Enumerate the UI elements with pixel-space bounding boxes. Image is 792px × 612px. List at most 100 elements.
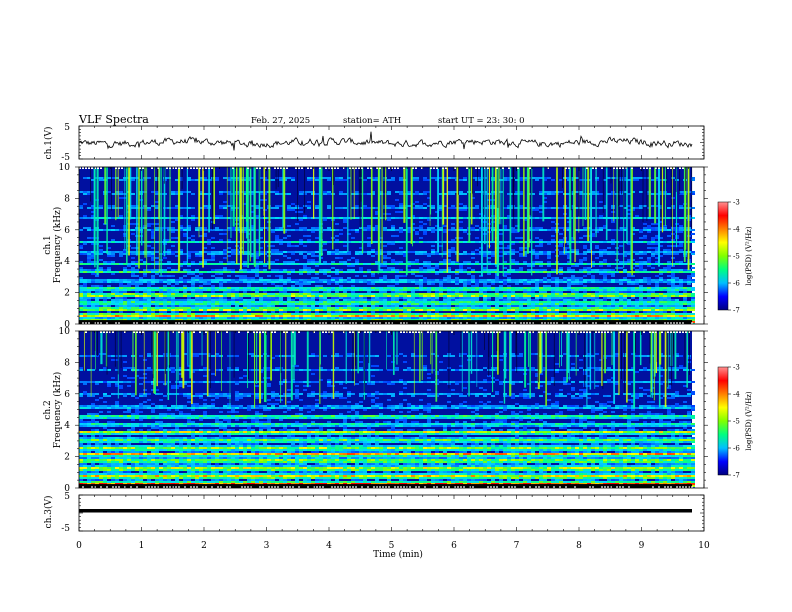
spectrogram-cell: [219, 297, 223, 299]
spectrogram-cell: [607, 265, 611, 267]
spectrogram-cell: [611, 273, 615, 275]
spectrogram-cell: [223, 303, 227, 305]
spectrogram-cell: [227, 241, 231, 243]
spectrogram-cell: [155, 289, 159, 291]
spectrogram-cell: [255, 251, 259, 253]
spectrogram-cell: [411, 203, 415, 205]
spectrogram-cell: [295, 315, 299, 317]
spectrogram-cell: [223, 269, 227, 271]
spectrogram-cell: [87, 255, 91, 257]
spectrogram-cell: [415, 279, 419, 281]
spectrogram-cell: [279, 315, 283, 317]
spectrogram-cell: [459, 203, 463, 205]
spectrogram-cell: [99, 249, 103, 251]
spectrogram-cell: [191, 217, 195, 219]
spectrogram-cell: [159, 291, 163, 293]
spectrogram-cell: [447, 255, 451, 257]
spectrogram-cell: [355, 279, 359, 281]
spectrogram-cell: [575, 295, 579, 297]
spectrogram-cell: [151, 223, 155, 225]
spectrogram-cell: [175, 251, 179, 253]
spectrogram-cell: [151, 275, 155, 277]
spectrogram-cell: [239, 315, 243, 317]
spectrogram-cell: [391, 295, 395, 297]
spectrogram-cell: [119, 283, 123, 285]
spectrogram-cell: [247, 303, 251, 305]
spectrogram-cell: [519, 207, 523, 209]
spectrogram-cell: [431, 293, 435, 295]
spectrogram-cell: [403, 307, 407, 309]
spectrogram-cell: [183, 269, 187, 271]
spectrogram-cell: [579, 259, 583, 261]
spectrogram-cell: [171, 271, 175, 273]
spectrogram-cell: [359, 309, 363, 311]
spectrogram-cell: [263, 307, 267, 309]
spectrogram-cell: [127, 271, 131, 273]
spectrogram-cell: [563, 247, 567, 249]
spectrogram-cell: [383, 265, 387, 267]
spectrogram-cell: [115, 193, 119, 195]
spectrogram-cell: [359, 279, 363, 281]
spectrogram-cell: [219, 309, 223, 311]
spectrogram-cell: [419, 283, 423, 285]
spectrogram-cell: [467, 311, 471, 313]
spectrogram-cell: [387, 305, 391, 307]
spectrogram-cell: [479, 301, 483, 303]
spectrogram-cell: [599, 217, 603, 219]
spectrogram-cell: [595, 217, 599, 219]
spectrogram-cell: [459, 279, 463, 281]
spectrogram-cell: [111, 301, 115, 303]
spectrogram-cell: [339, 315, 343, 317]
spectrogram-cell: [87, 293, 91, 295]
spectrogram-cell: [471, 269, 475, 271]
spectrogram-cell: [447, 317, 451, 319]
spectrogram-cell: [511, 309, 515, 311]
spectrogram-cell: [203, 305, 207, 307]
spectrogram-cell: [323, 279, 327, 281]
spectrogram-cell: [275, 315, 279, 317]
spectrogram-cell: [519, 271, 523, 273]
spectrogram-cell: [527, 291, 531, 293]
spectrogram-cell: [375, 217, 379, 219]
spectrogram-cell: [307, 261, 311, 263]
spectrogram-cell: [79, 297, 83, 299]
spectrogram-cell: [399, 287, 403, 289]
spectrogram-cell: [295, 317, 299, 319]
spectrogram-cell: [79, 303, 83, 305]
spectrogram-cell: [407, 269, 411, 271]
spectrogram-cell: [327, 299, 331, 301]
spectrogram-cell: [619, 229, 623, 231]
spectrogram-cell: [543, 309, 547, 311]
spectrogram-cell: [511, 317, 515, 319]
spectrogram-cell: [599, 273, 603, 275]
spectrogram-cell: [107, 295, 111, 297]
spectrogram-cell: [91, 257, 95, 259]
spectrogram-cell: [223, 289, 227, 291]
spectrogram-cell: [347, 289, 351, 291]
spectrogram-cell: [247, 263, 251, 265]
spectrogram-cell: [555, 289, 559, 291]
spectrogram-cell: [327, 291, 331, 293]
spectrogram-cell: [135, 271, 139, 273]
spectrogram-cell: [215, 295, 219, 297]
spectrogram-cell: [303, 227, 307, 229]
spectrogram-cell: [159, 309, 163, 311]
spectrogram-cell: [171, 231, 175, 233]
spectrogram-cell: [571, 237, 575, 239]
spectrogram-cell: [319, 313, 323, 315]
spectrogram-cell: [103, 293, 107, 295]
spectrogram-cell: [163, 315, 167, 317]
spectrogram-cell: [595, 241, 599, 243]
spectrogram-cell: [83, 309, 87, 311]
spectrogram-cell: [383, 207, 387, 209]
spectrogram-cell: [515, 313, 519, 315]
spectrogram-cell: [387, 295, 391, 297]
spectrogram-cell: [239, 277, 243, 279]
spectrogram-cell: [367, 317, 371, 319]
spectrogram-cell: [163, 303, 167, 305]
spectrogram-cell: [167, 253, 171, 255]
spectrogram-cell: [515, 193, 519, 195]
spectrogram-cell: [303, 267, 307, 269]
spectrogram-cell: [547, 299, 551, 301]
